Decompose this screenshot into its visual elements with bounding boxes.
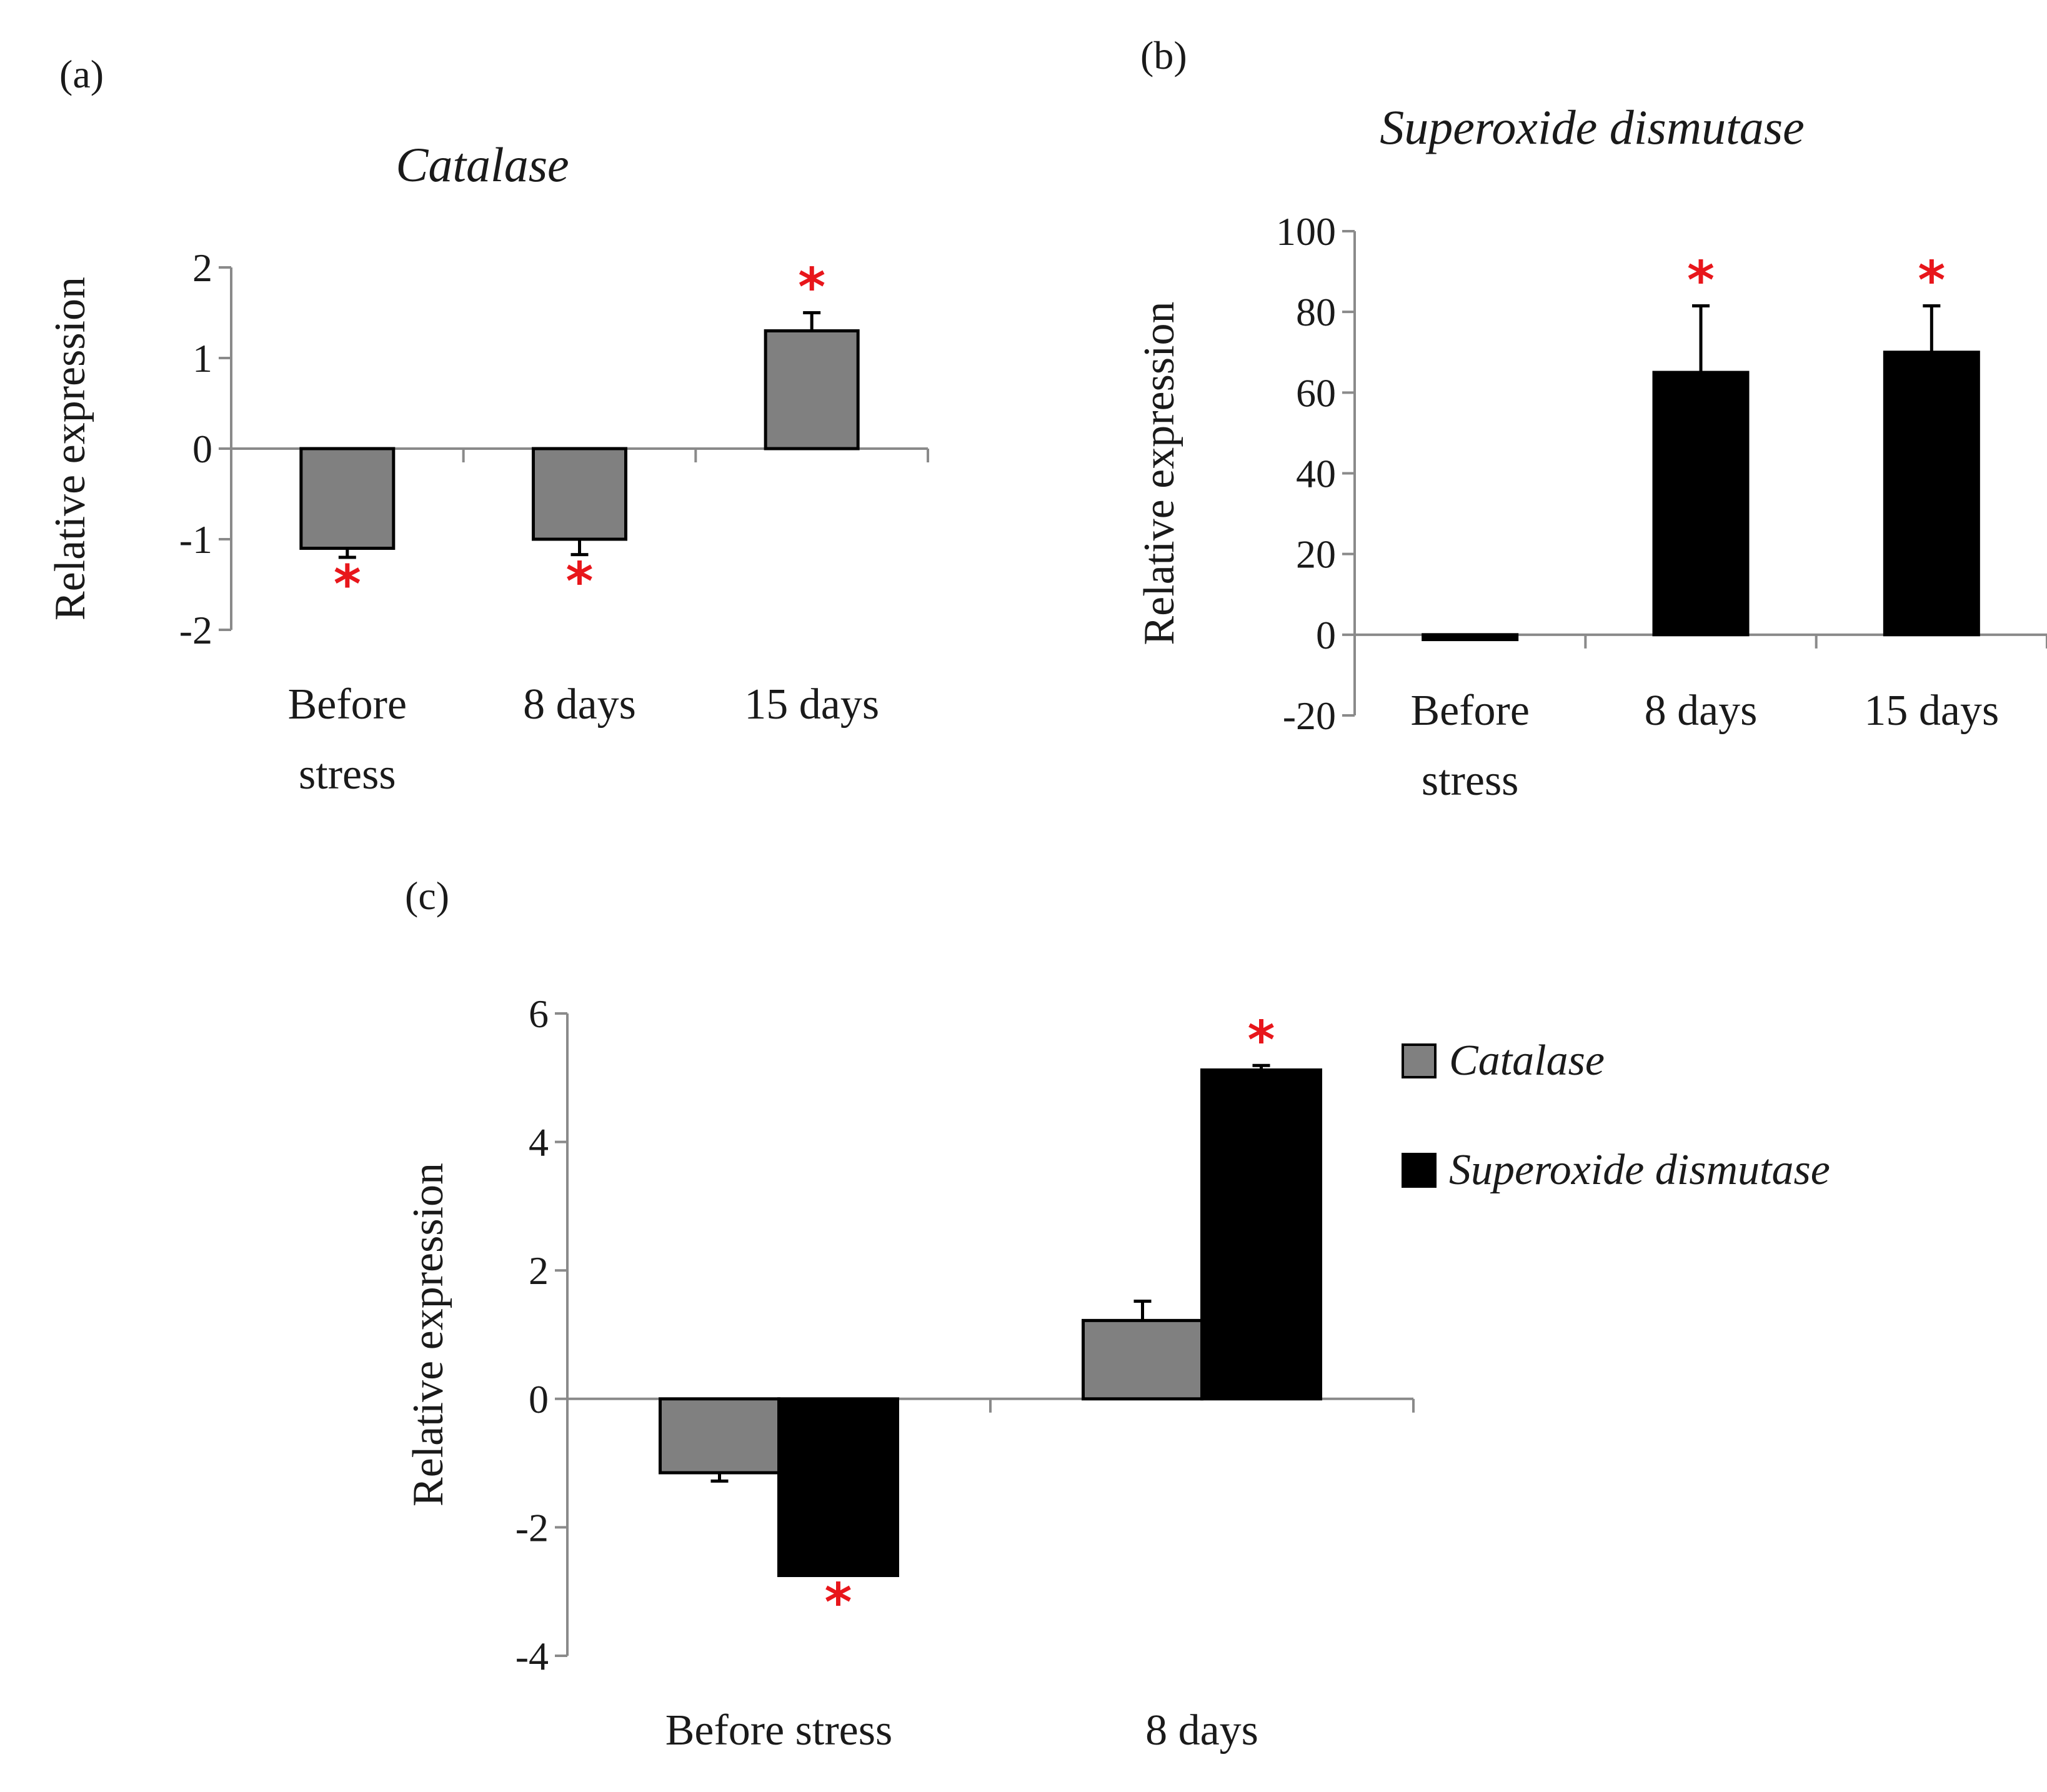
y-tick-label: 40 bbox=[1296, 452, 1336, 496]
chart-panel-1: (a) Catalase Relative expression -2 -1 0 1 2 * * *… bbox=[46, 52, 929, 799]
x-tick-label: stress bbox=[299, 750, 396, 799]
y-axis-title: Relative expression bbox=[404, 1163, 452, 1506]
legend-swatch bbox=[1402, 1153, 1437, 1188]
x-tick-label: 8 days bbox=[1645, 687, 1758, 735]
y-axis-title: Relative expression bbox=[46, 277, 94, 620]
panel-label: (a) bbox=[59, 52, 104, 96]
x-tick-label: 8 days bbox=[1145, 1706, 1258, 1755]
significance-marker: * bbox=[825, 1572, 852, 1633]
legend-swatch bbox=[1402, 1043, 1437, 1078]
bar bbox=[764, 329, 860, 450]
significance-marker: * bbox=[798, 257, 825, 318]
significance-marker: * bbox=[334, 554, 361, 615]
y-tick-label: 0 bbox=[192, 427, 212, 471]
y-tick-label: 20 bbox=[1296, 532, 1336, 577]
legend-label: Superoxide dismutase bbox=[1449, 1146, 1830, 1194]
panel-label: (b) bbox=[1140, 33, 1187, 77]
x-tick-label: Before stress bbox=[665, 1706, 893, 1755]
x-tick-label: 15 days bbox=[1864, 687, 1999, 735]
significance-marker: * bbox=[1248, 1009, 1275, 1070]
bar bbox=[659, 1397, 780, 1475]
x-tick-label: 8 days bbox=[523, 680, 636, 729]
y-tick-label: 4 bbox=[529, 1120, 549, 1165]
bar bbox=[1082, 1318, 1203, 1401]
y-tick-label: -2 bbox=[179, 608, 212, 652]
x-tick-label: Before bbox=[1410, 687, 1529, 735]
x-tick-label: stress bbox=[1422, 757, 1519, 805]
bar bbox=[532, 447, 627, 541]
bar bbox=[1652, 371, 1750, 637]
y-tick-label: 6 bbox=[529, 992, 549, 1036]
x-tick-label: 15 days bbox=[744, 680, 879, 729]
bar bbox=[1200, 1068, 1322, 1401]
bar bbox=[1422, 633, 1519, 642]
chart-title: Catalase bbox=[396, 137, 569, 192]
y-tick-label: -1 bbox=[179, 517, 212, 562]
legend-label: Catalase bbox=[1449, 1037, 1605, 1085]
chart-title: Superoxide dismutase bbox=[1380, 100, 1805, 154]
significance-marker: * bbox=[566, 551, 594, 612]
panel-label: (c) bbox=[405, 874, 449, 918]
x-tick-label: Before bbox=[288, 680, 407, 729]
y-tick-label: 0 bbox=[1316, 613, 1336, 657]
y-axis-title: Relative expression bbox=[1135, 301, 1183, 645]
y-tick-label: 2 bbox=[192, 246, 212, 290]
y-tick-label: 0 bbox=[529, 1377, 549, 1421]
y-tick-label: 100 bbox=[1276, 209, 1336, 254]
significance-marker: * bbox=[1687, 249, 1715, 311]
bar bbox=[1883, 351, 1980, 637]
chart-panel-2: (b) Superoxide dismutase Relative expressi… bbox=[1135, 33, 2047, 805]
y-tick-label: -4 bbox=[515, 1634, 549, 1678]
y-tick-label: 2 bbox=[529, 1248, 549, 1293]
chart-panel-3: (c) Relative expression -4 -2 0 2 4 6 * * Before s… bbox=[404, 874, 1830, 1755]
significance-marker: * bbox=[1918, 249, 1945, 311]
bar bbox=[777, 1397, 899, 1578]
legend: Catalase Superoxide dismutase bbox=[1402, 1037, 1830, 1194]
bar bbox=[299, 447, 396, 550]
y-tick-label: -2 bbox=[515, 1505, 549, 1550]
y-tick-label: 60 bbox=[1296, 371, 1336, 415]
y-tick-label: 80 bbox=[1296, 290, 1336, 334]
y-tick-label: 1 bbox=[192, 336, 212, 381]
y-tick-label: -20 bbox=[1283, 694, 1336, 738]
